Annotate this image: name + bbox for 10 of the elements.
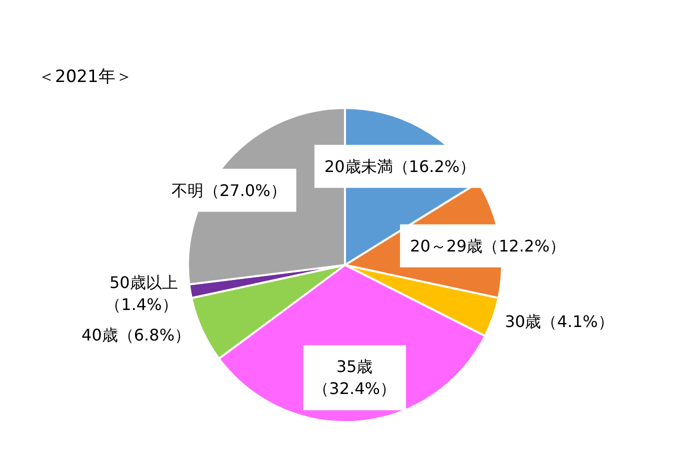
- slice-label: 不明（27.0%）: [171, 180, 286, 200]
- chart-title: ＜2021年＞: [38, 67, 132, 87]
- slice-label: 20～29歳（12.2%）: [410, 236, 566, 256]
- slice-label: 35歳: [336, 357, 373, 376]
- data-label: （32.4%）: [313, 379, 396, 398]
- slice-label: 40歳（6.8%）: [82, 326, 191, 345]
- slice-label: 20歳未満（16.2%）: [324, 156, 476, 176]
- data-label: （1.4%）: [105, 294, 178, 314]
- slice-label: 50歳以上: [109, 272, 178, 292]
- slice-label: 30歳（4.1%）: [504, 312, 614, 332]
